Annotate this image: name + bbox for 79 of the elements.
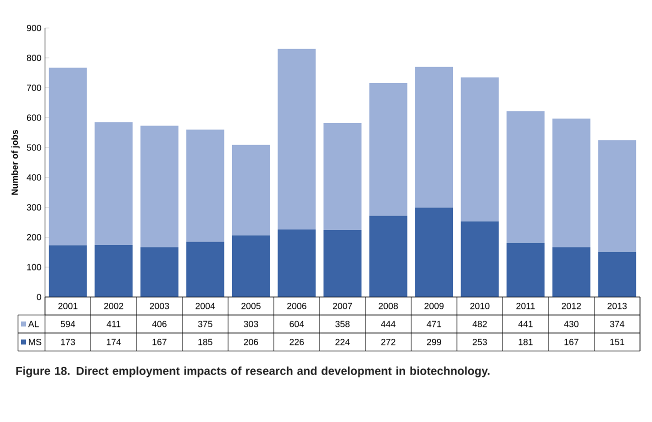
data-label: 444	[380, 320, 396, 328]
legend-label: MS	[28, 338, 42, 346]
bar	[460, 221, 499, 297]
data-label: 167	[564, 338, 578, 346]
x-tick-label: 2009	[424, 302, 444, 310]
y-tick-label: 600	[26, 114, 42, 121]
y-tick-label: 800	[26, 54, 42, 62]
data-label: 411	[106, 320, 120, 328]
bar	[94, 122, 133, 245]
bar	[506, 111, 545, 243]
bar	[140, 126, 178, 248]
y-tick-label: 300	[26, 204, 42, 211]
bar	[506, 242, 545, 297]
data-label: 375	[198, 320, 212, 328]
bar	[552, 247, 590, 297]
bar	[48, 245, 87, 297]
legend-label: AL	[28, 320, 39, 328]
y-tick-label: 400	[26, 174, 42, 181]
x-tick-label: 2003	[150, 302, 169, 310]
bar	[186, 242, 224, 297]
data-label: 441	[518, 320, 533, 328]
data-label: 253	[472, 338, 487, 346]
x-tick-label: 2002	[104, 302, 124, 310]
data-label: 174	[106, 338, 121, 346]
data-label: 167	[152, 338, 166, 346]
y-tick-label: 900	[26, 24, 42, 32]
data-label: 173	[61, 338, 75, 346]
bar	[369, 216, 408, 297]
data-label: 206	[244, 338, 258, 346]
data-label: 224	[335, 338, 350, 346]
bar	[552, 118, 590, 248]
bar	[369, 82, 408, 216]
bar	[186, 130, 224, 242]
bar	[415, 208, 454, 297]
data-label: 303	[244, 320, 258, 328]
bar	[48, 68, 87, 246]
bar	[232, 235, 270, 297]
x-tick-label: 2007	[332, 302, 352, 310]
data-label: 185	[198, 338, 212, 346]
x-tick-label: 2013	[608, 302, 627, 310]
bar	[278, 48, 316, 230]
y-tick-label: 200	[26, 234, 42, 240]
data-label: 482	[472, 320, 487, 328]
y-tick-label: 700	[26, 84, 42, 91]
data-label: 604	[290, 320, 304, 328]
x-tick-label: 2005	[241, 302, 261, 310]
x-tick-label: 2010	[470, 302, 490, 310]
y-axis-title: Number of jobs	[11, 130, 20, 195]
data-label: 151	[610, 338, 624, 346]
data-label: 299	[427, 338, 442, 346]
bar	[232, 144, 270, 236]
x-tick-label: 2001	[58, 302, 78, 310]
bar	[324, 123, 362, 230]
data-label: 374	[610, 320, 624, 328]
data-label: 430	[564, 320, 578, 328]
bar	[278, 229, 316, 297]
y-tick-label: 0	[36, 294, 42, 300]
bar	[598, 140, 636, 252]
data-label: 181	[518, 338, 533, 346]
caption: Figure 18. Direct employment impacts of research and development in biotechnology.	[16, 366, 490, 378]
data-label: 226	[290, 338, 304, 346]
bar	[415, 66, 454, 208]
bar	[324, 230, 362, 297]
data-label: 594	[60, 320, 76, 328]
y-tick-label: 500	[26, 144, 42, 151]
data-label: 358	[335, 320, 350, 328]
x-tick-label: 2004	[196, 302, 215, 310]
y-tick-label: 100	[27, 264, 42, 270]
data-label: 406	[152, 320, 167, 328]
data-label: 272	[381, 338, 396, 346]
data-label: 471	[426, 320, 442, 328]
bar	[598, 252, 636, 297]
bar	[460, 77, 499, 222]
x-tick-label: 2011	[516, 302, 535, 310]
x-tick-label: 2006	[287, 302, 306, 310]
bar	[94, 244, 133, 297]
x-tick-label: 2012	[562, 302, 581, 310]
x-tick-label: 2008	[378, 302, 398, 310]
bar	[140, 247, 178, 297]
